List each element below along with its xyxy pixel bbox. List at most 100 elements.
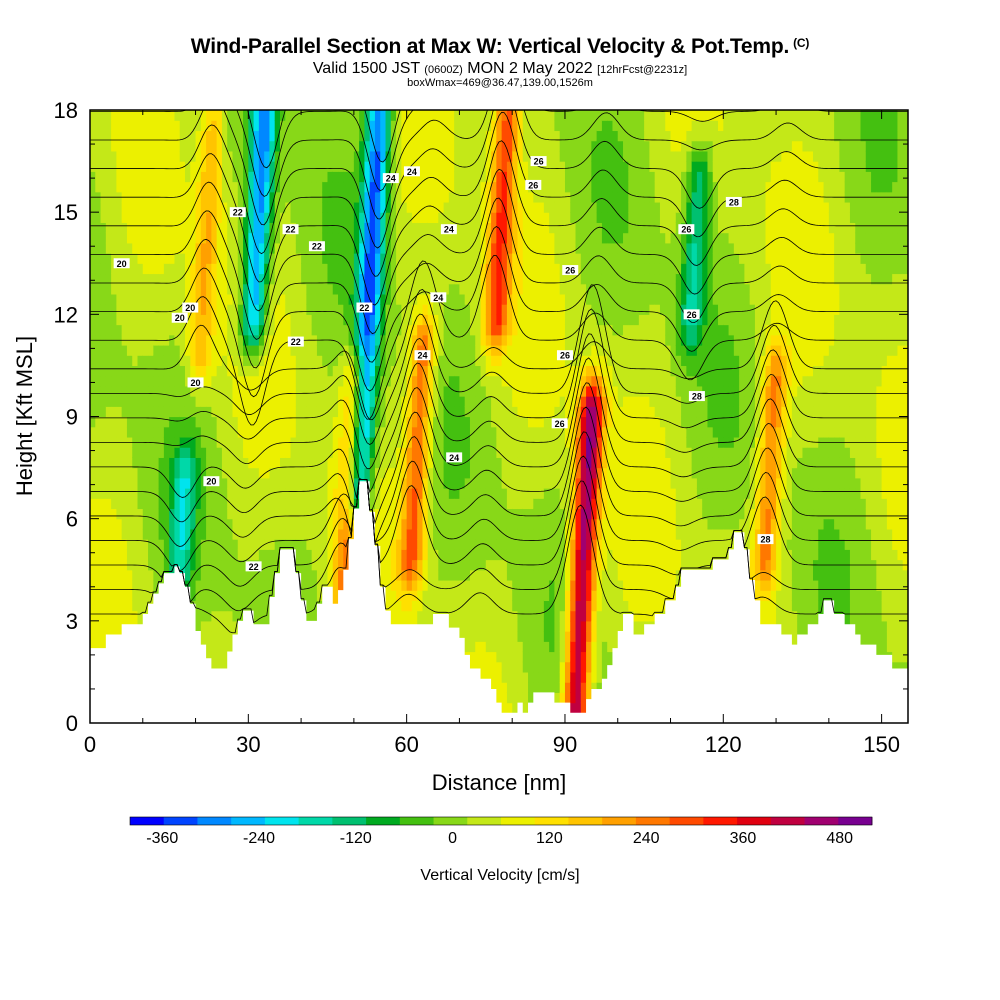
field-cell [169,385,176,397]
field-cell [285,283,292,295]
field-cell [195,191,202,203]
field-cell [438,569,445,581]
field-cell [417,365,424,377]
field-cell [285,161,292,172]
field-cell [443,161,450,172]
field-cell [190,539,197,550]
field-cell [353,436,360,448]
field-cell [274,263,281,275]
field-cell [401,140,408,152]
field-cell [406,171,413,183]
field-cell [132,171,139,183]
field-cell [306,181,313,193]
field-cell [153,273,160,285]
field-cell [332,304,339,315]
field-cell [90,631,96,642]
field-cell [227,396,234,407]
field-cell [396,171,402,183]
field-cell [206,457,212,469]
field-cell [380,406,387,418]
field-cell [491,120,497,132]
field-cell [322,436,329,448]
field-cell [237,559,244,571]
field-cell [417,273,424,285]
field-cell [269,375,276,387]
field-cell [279,304,286,315]
field-cell [211,304,218,315]
field-cell [464,528,471,540]
field-cell [206,416,212,428]
field-cell [237,518,244,530]
field-cell [401,426,408,438]
field-cell [496,600,503,612]
field-cell [116,263,123,275]
field-cell [100,304,107,315]
field-cell [332,293,339,305]
field-cell [390,334,397,346]
field-cell [454,334,461,346]
field-cell [332,150,339,162]
field-cell [401,314,408,326]
field-cell [258,161,265,172]
field-cell [221,365,228,377]
field-cell [396,355,402,367]
field-cell [506,518,513,530]
field-cell [142,559,149,571]
field-cell [158,181,165,193]
field-cell [290,171,297,183]
field-cell [216,661,223,673]
field-cell [322,293,329,305]
field-cell [100,253,107,264]
field-cell [417,181,424,193]
field-cell [348,426,355,438]
field-cell [517,171,524,183]
field-cell [348,304,355,315]
field-cell [137,396,144,407]
field-cell [174,365,181,377]
field-cell [190,263,197,275]
field-cell [290,283,297,295]
field-cell [359,344,366,356]
field-cell [422,426,429,438]
field-cell [480,610,487,622]
field-cell [232,130,239,142]
field-cell [221,293,228,305]
field-cell [132,457,139,469]
field-cell [506,569,513,581]
field-cell [438,232,445,244]
field-cell [206,171,212,183]
field-cell [269,416,276,428]
field-cell [279,181,286,193]
field-cell [448,253,455,264]
field-cell [232,375,239,387]
field-cell [216,110,223,121]
field-cell [459,569,466,581]
field-cell [100,365,107,377]
field-cell [137,375,144,387]
field-cell [433,488,439,499]
field-cell [433,314,439,326]
field-cell [401,579,408,591]
field-cell [491,569,497,581]
field-cell [221,110,228,121]
field-cell [126,150,133,162]
field-cell [380,518,387,530]
field-cell [353,263,360,275]
field-cell [306,498,313,510]
field-cell [179,488,186,499]
field-cell [90,314,96,326]
field-cell [364,242,371,254]
field-cell [401,508,408,520]
field-cell [169,201,176,213]
field-cell [142,324,149,336]
field-cell [332,324,339,336]
field-cell [401,171,408,183]
field-cell [264,600,271,612]
field-cell [306,416,313,428]
field-cell [269,447,276,458]
field-cell [132,140,139,152]
field-cell [369,140,376,152]
field-cell [116,375,123,387]
field-cell [438,344,445,356]
field-cell [501,334,508,346]
